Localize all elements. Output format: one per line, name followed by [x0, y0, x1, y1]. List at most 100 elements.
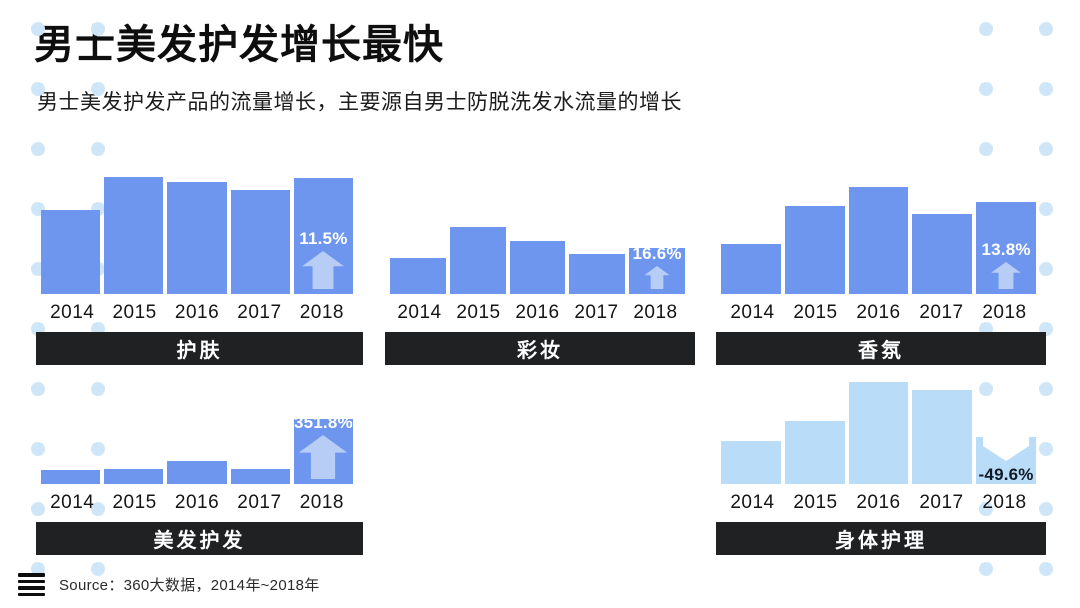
- bar-2018: -49.6%: [976, 437, 1036, 484]
- chart-plot: 11.5%: [36, 172, 363, 294]
- growth-annotation: 13.8%: [976, 202, 1036, 294]
- category-label-makeup: 彩妆: [385, 332, 695, 365]
- year-label: 2018: [633, 302, 678, 323]
- bar-2015: [784, 206, 845, 294]
- year-label: 2015: [112, 492, 157, 513]
- chart-plot: 16.6%: [385, 222, 695, 294]
- growth-annotation: 351.8%: [294, 413, 353, 484]
- decor-dot: [1039, 202, 1053, 216]
- year-label: 2016: [856, 492, 901, 513]
- bar-2015: [104, 177, 164, 294]
- growth-percent-label: 13.8%: [981, 240, 1031, 259]
- source-row: Source：360大数据，2014年~2018年: [18, 573, 320, 596]
- growth-up-arrow-icon: [644, 266, 670, 289]
- year-label: 2018: [982, 302, 1027, 323]
- year-label: 2018: [299, 492, 344, 513]
- bar-2014: [721, 244, 781, 294]
- decor-dot: [1039, 82, 1053, 96]
- bar-2014: [41, 470, 101, 484]
- year-label: 2017: [919, 492, 964, 513]
- bar-2017: [912, 214, 973, 294]
- year-axis: 2014 2015 2016 2017 2018: [721, 302, 1036, 324]
- year-label: 2015: [793, 302, 838, 323]
- decor-dot: [91, 502, 105, 516]
- chart-bodycare: -49.6% 2014 2015 2016 2017 2018 身体护理: [716, 377, 1046, 555]
- decline-down-arrow-icon: [983, 437, 1030, 461]
- bar-2018: 16.6%: [629, 244, 685, 294]
- chart-skincare: 11.5% 2014 2015 2016 2017 2018 护肤: [36, 172, 363, 365]
- growth-percent-label: 351.8%: [293, 413, 353, 432]
- bar-2015: [784, 421, 845, 484]
- growth-arrow-wrap: [637, 266, 677, 294]
- decor-dot: [979, 502, 993, 516]
- chart-plot: -49.6%: [716, 377, 1046, 484]
- category-label-haircare: 美发护发: [36, 522, 363, 555]
- bar-2018: 351.8%: [293, 413, 353, 484]
- decor-dot: [91, 562, 105, 576]
- bar-2015: [449, 227, 506, 294]
- bar-2018: 11.5%: [293, 178, 353, 294]
- category-label-fragrance: 香氛: [716, 332, 1046, 365]
- bar-2016: [509, 241, 566, 294]
- decor-dot: [91, 22, 105, 36]
- year-label: 2015: [793, 492, 838, 513]
- growth-up-arrow-icon: [991, 262, 1021, 289]
- decor-dot: [31, 502, 45, 516]
- year-label: 2014: [397, 302, 442, 323]
- bar-2016: [848, 382, 909, 484]
- growth-percent-label: 16.6%: [632, 244, 682, 263]
- growth-arrow-wrap: [298, 435, 348, 484]
- year-axis: 2014 2015 2016 2017 2018: [41, 492, 353, 514]
- bar-2014: [390, 258, 446, 294]
- decor-dot: [1039, 382, 1053, 396]
- growth-up-arrow-icon: [299, 435, 348, 479]
- page-subtitle: 男士美发护发产品的流量增长，主要源自男士防脱洗发水流量的增长: [37, 91, 682, 114]
- chart-makeup: 16.6% 2014 2015 2016 2017 2018 彩妆: [385, 222, 695, 365]
- bar-2017: [912, 390, 973, 484]
- bar-2016: [167, 182, 227, 294]
- decor-dot: [31, 382, 45, 396]
- year-label: 2018: [982, 492, 1027, 513]
- decor-dot: [31, 82, 45, 96]
- growth-arrow-wrap: [985, 262, 1027, 294]
- year-label: 2016: [174, 302, 220, 323]
- year-label: 2014: [50, 302, 95, 323]
- year-label: 2017: [574, 302, 619, 323]
- source-text: Source：360大数据，2014年~2018年: [59, 577, 320, 594]
- list-lines-icon: [18, 573, 45, 596]
- category-label-skincare: 护肤: [36, 332, 363, 365]
- year-label: 2018: [299, 302, 344, 323]
- decor-dot: [31, 442, 45, 456]
- year-axis: 2014 2015 2016 2017 2018: [721, 492, 1036, 514]
- year-label: 2016: [515, 302, 560, 323]
- year-label: 2016: [174, 492, 220, 513]
- year-label: 2017: [919, 302, 964, 323]
- bar-2015: [104, 469, 164, 484]
- decor-dot: [1039, 502, 1053, 516]
- decor-dot: [979, 562, 993, 576]
- decor-dot: [1039, 442, 1053, 456]
- page-title: 男士美发护发增长最快: [34, 23, 444, 67]
- year-label: 2015: [456, 302, 501, 323]
- year-axis: 2014 2015 2016 2017 2018: [41, 302, 353, 324]
- decor-dot: [1039, 562, 1053, 576]
- bar-2017: [230, 190, 290, 294]
- bar-2014: [721, 441, 781, 484]
- decor-dot: [91, 82, 105, 96]
- bar-2017: [569, 254, 626, 294]
- chart-fragrance: 13.8% 2014 2015 2016 2017 2018 香氛: [716, 182, 1046, 365]
- bar-2017: [230, 469, 290, 484]
- year-label: 2015: [112, 302, 157, 323]
- year-label: 2014: [730, 302, 775, 323]
- year-label: 2016: [856, 302, 901, 323]
- decor-dot: [31, 22, 45, 36]
- bar-2016: [167, 461, 227, 484]
- growth-up-arrow-icon: [302, 251, 345, 289]
- decor-dot: [979, 22, 993, 36]
- year-axis: 2014 2015 2016 2017 2018: [390, 302, 685, 324]
- growth-percent-label: 11.5%: [299, 229, 348, 248]
- chart-plot: 13.8%: [716, 182, 1046, 294]
- category-label-bodycare: 身体护理: [716, 522, 1046, 555]
- growth-annotation: 16.6%: [629, 244, 685, 294]
- growth-percent-label: -49.6%: [978, 465, 1034, 484]
